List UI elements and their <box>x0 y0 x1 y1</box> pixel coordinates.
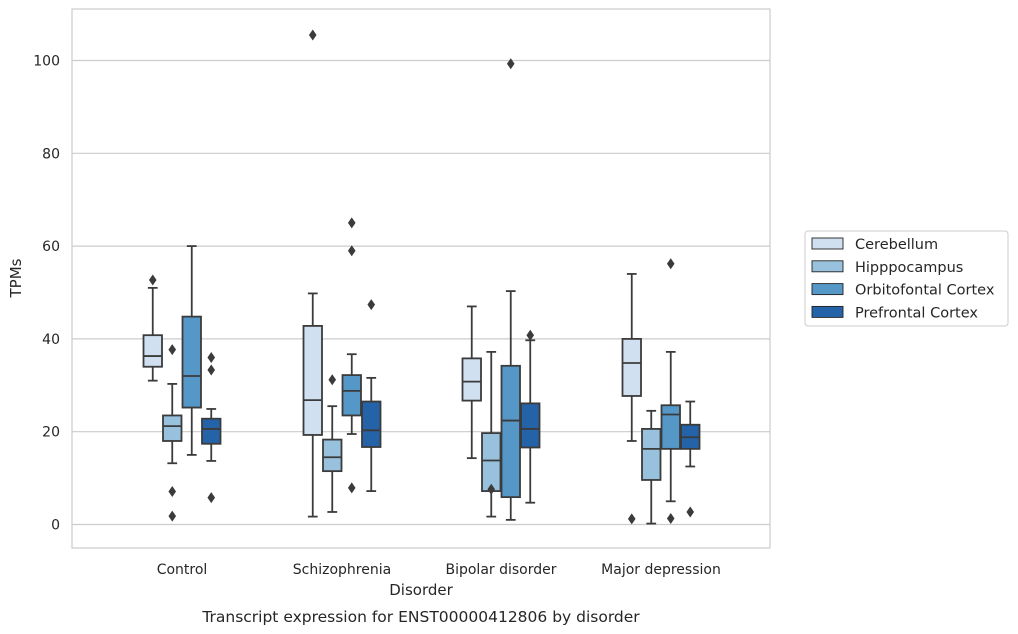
box-iqr <box>162 414 183 442</box>
axis-ticks: 0 20 40 60 80 100 Control Schizophrenia Bipolar … <box>33 54 721 579</box>
outlier-point <box>526 329 535 341</box>
box-iqr <box>341 374 362 417</box>
outlier-point <box>506 58 515 70</box>
outlier-point <box>347 217 356 229</box>
outlier-point <box>686 506 695 518</box>
box-1-3 <box>641 409 662 525</box>
x-axis-title: Disorder <box>389 581 453 599</box>
box-iqr <box>500 364 521 499</box>
outlier-point <box>207 492 216 504</box>
box-3-3 <box>680 400 701 518</box>
y-tick-label: 80 <box>42 146 60 162</box>
box-iqr <box>181 315 202 409</box>
legend-label: Cerebellum <box>855 237 938 253</box>
y-tick-label: 40 <box>42 332 60 348</box>
box-iqr <box>361 400 382 448</box>
box-2-0 <box>181 245 202 456</box>
box-0-2 <box>461 305 482 460</box>
outlier-point <box>168 344 177 356</box>
box-0-0 <box>142 274 163 382</box>
outlier-point <box>666 258 675 270</box>
outlier-point <box>487 483 496 495</box>
outlier-point <box>168 510 177 522</box>
legend-label: Orbitofontal Cortex <box>855 283 995 299</box>
legend-label: Prefrontal Cortex <box>855 305 978 321</box>
legend-swatch <box>811 305 844 318</box>
outlier-point <box>207 351 216 363</box>
box-3-2 <box>520 329 541 504</box>
outlier-point <box>207 364 216 376</box>
box-iqr <box>621 337 642 397</box>
outlier-point <box>347 482 356 494</box>
legend-label: Hipppocampus <box>855 260 963 276</box>
box-iqr <box>481 432 502 492</box>
legend: Cerebellum Hipppocampus Orbitofontal Corte… <box>804 230 1009 327</box>
box-3-0 <box>201 351 222 504</box>
y-tick-label: 100 <box>33 54 60 70</box>
box-2-2 <box>500 58 521 521</box>
box-iqr <box>322 438 343 473</box>
x-tick-label: Schizophrenia <box>293 562 391 578</box>
box-iqr <box>142 334 163 368</box>
box-iqr <box>660 404 681 450</box>
box-1-0 <box>162 344 183 522</box>
box-0-3 <box>621 273 642 525</box>
box-iqr <box>302 325 323 436</box>
legend-swatch <box>811 237 844 250</box>
x-tick-label: Bipolar disorder <box>445 562 556 578</box>
plot-frame <box>71 8 771 549</box>
legend-frame <box>804 230 1009 327</box>
legend-swatch <box>811 283 844 296</box>
outlier-point <box>367 299 376 311</box>
outlier-point <box>168 486 177 498</box>
y-tick-label: 20 <box>42 425 60 441</box>
y-axis-title: TPMs <box>7 258 25 298</box>
outlier-point <box>627 513 636 525</box>
outlier-point <box>347 245 356 257</box>
box-2-1 <box>341 217 362 494</box>
box-1-2 <box>481 350 502 518</box>
outlier-point <box>666 512 675 524</box>
chart-caption: Transcript expression for ENST0000041280… <box>201 608 640 626</box>
box-1-1 <box>322 374 343 513</box>
boxes-layer <box>142 29 701 525</box>
legend-swatch <box>811 260 844 273</box>
x-tick-label: Control <box>157 562 208 578</box>
outlier-point <box>148 274 157 286</box>
y-tick-label: 0 <box>51 518 60 534</box>
box-iqr <box>641 428 662 481</box>
box-0-1 <box>302 29 323 518</box>
box-2-3 <box>660 258 681 524</box>
box-iqr <box>520 402 541 449</box>
y-tick-label: 60 <box>42 239 60 255</box>
box-iqr <box>461 357 482 402</box>
box-iqr <box>201 417 222 445</box>
grid-lines <box>72 59 770 526</box>
outlier-point <box>328 374 337 386</box>
x-tick-label: Major depression <box>601 562 721 578</box>
box-3-1 <box>361 299 382 492</box>
outlier-point <box>308 29 317 41</box>
